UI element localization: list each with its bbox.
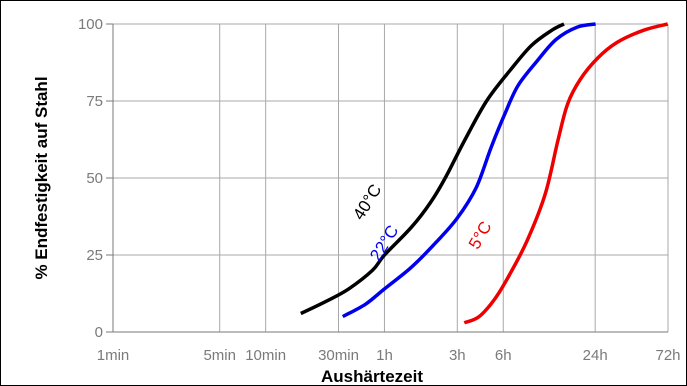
x-tick-label: 1h xyxy=(376,347,393,364)
y-tick-label: 25 xyxy=(86,247,103,264)
x-axis-title: Aushärtezeit xyxy=(321,367,423,386)
x-tick-label: 6h xyxy=(495,347,512,364)
series-line xyxy=(300,22,565,316)
grid xyxy=(113,23,669,332)
series-line xyxy=(341,22,596,319)
y-tick-label: 100 xyxy=(78,16,103,33)
y-tick-label: 75 xyxy=(86,93,103,110)
x-tick-label: 24h xyxy=(583,347,608,364)
axes xyxy=(106,23,668,333)
series-label: 40°C xyxy=(349,181,385,223)
x-tick-label: 1min xyxy=(97,347,130,364)
series-label: 5°C xyxy=(465,218,496,252)
y-tick-label: 0 xyxy=(95,324,103,341)
y-axis-title: % Endfestigkeit auf Stahl xyxy=(32,76,51,279)
x-tick-label: 3h xyxy=(449,347,466,364)
x-tick-label: 72h xyxy=(655,347,680,364)
x-tick-label: 5min xyxy=(203,347,236,364)
y-tick-label: 50 xyxy=(86,170,103,187)
x-tick-label: 30min xyxy=(318,347,359,364)
series xyxy=(300,22,669,325)
x-tick-label: 10min xyxy=(245,347,286,364)
series-line xyxy=(463,22,669,325)
tick-labels: 1min 5min 10min 30min 1h 3h 6h 24h 72h 0 25 50 75 100 xyxy=(78,16,681,364)
